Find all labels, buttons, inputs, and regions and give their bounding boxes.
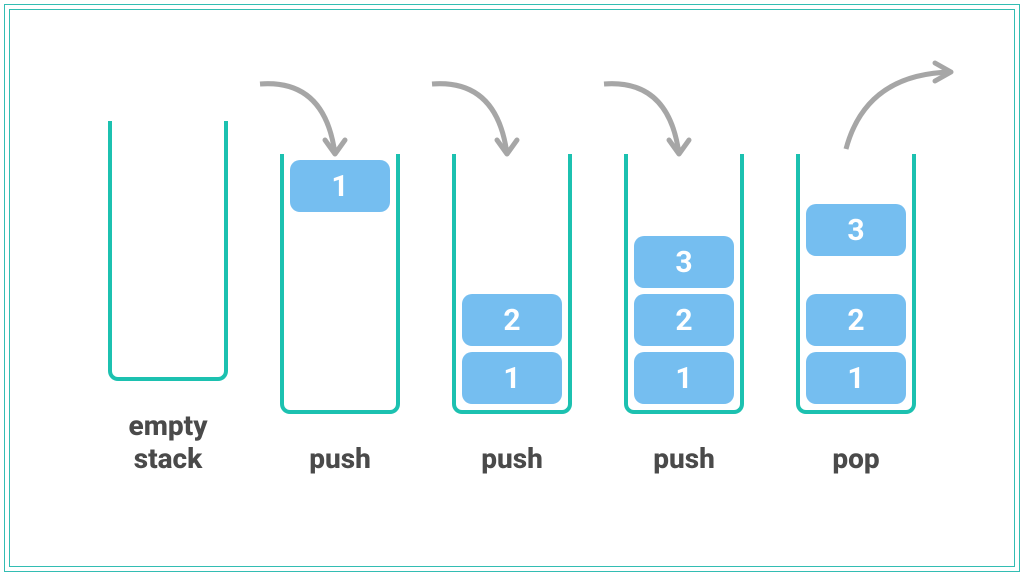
stack-item-value: 1 <box>503 361 520 396</box>
stack-item: 1 <box>806 352 906 404</box>
stack-item-value: 1 <box>331 169 348 204</box>
stack-container: 1 2 3 <box>624 154 744 414</box>
pop-arrow-icon <box>826 54 976 164</box>
stack-label: push <box>309 442 371 476</box>
stack-label: empty stack <box>129 409 208 476</box>
diagram-stage: empty stack 1 push 1 2 push 1 <box>10 10 1014 566</box>
stack-item: 1 <box>290 160 390 212</box>
stack-column-pop: 1 2 3 pop <box>796 154 916 476</box>
stack-column-empty: empty stack <box>108 121 228 476</box>
stack-column-push1: 1 push <box>280 154 400 476</box>
stack-item: 2 <box>806 294 906 346</box>
stack-column-push2: 1 2 push <box>452 154 572 476</box>
stack-container: 1 <box>280 154 400 414</box>
stack-item-value: 3 <box>675 245 692 280</box>
stack-label: push <box>481 442 543 476</box>
stack-container <box>108 121 228 381</box>
stack-container: 1 2 3 <box>796 154 916 414</box>
stack-item-value: 2 <box>503 303 520 338</box>
stack-item-value: 2 <box>847 303 864 338</box>
stack-item: 3 <box>806 204 906 256</box>
stack-label: pop <box>832 442 879 476</box>
stack-item-value: 1 <box>675 361 692 396</box>
stack-item: 2 <box>634 294 734 346</box>
stack-item: 2 <box>462 294 562 346</box>
stack-item-value: 2 <box>675 303 692 338</box>
stack-item-value: 3 <box>847 213 864 248</box>
stack-item: 3 <box>634 236 734 288</box>
stack-item-value: 1 <box>847 361 864 396</box>
stack-item: 1 <box>634 352 734 404</box>
stack-item: 1 <box>462 352 562 404</box>
stack-column-push3: 1 2 3 push <box>624 154 744 476</box>
stack-label: push <box>653 442 715 476</box>
stack-container: 1 2 <box>452 154 572 414</box>
